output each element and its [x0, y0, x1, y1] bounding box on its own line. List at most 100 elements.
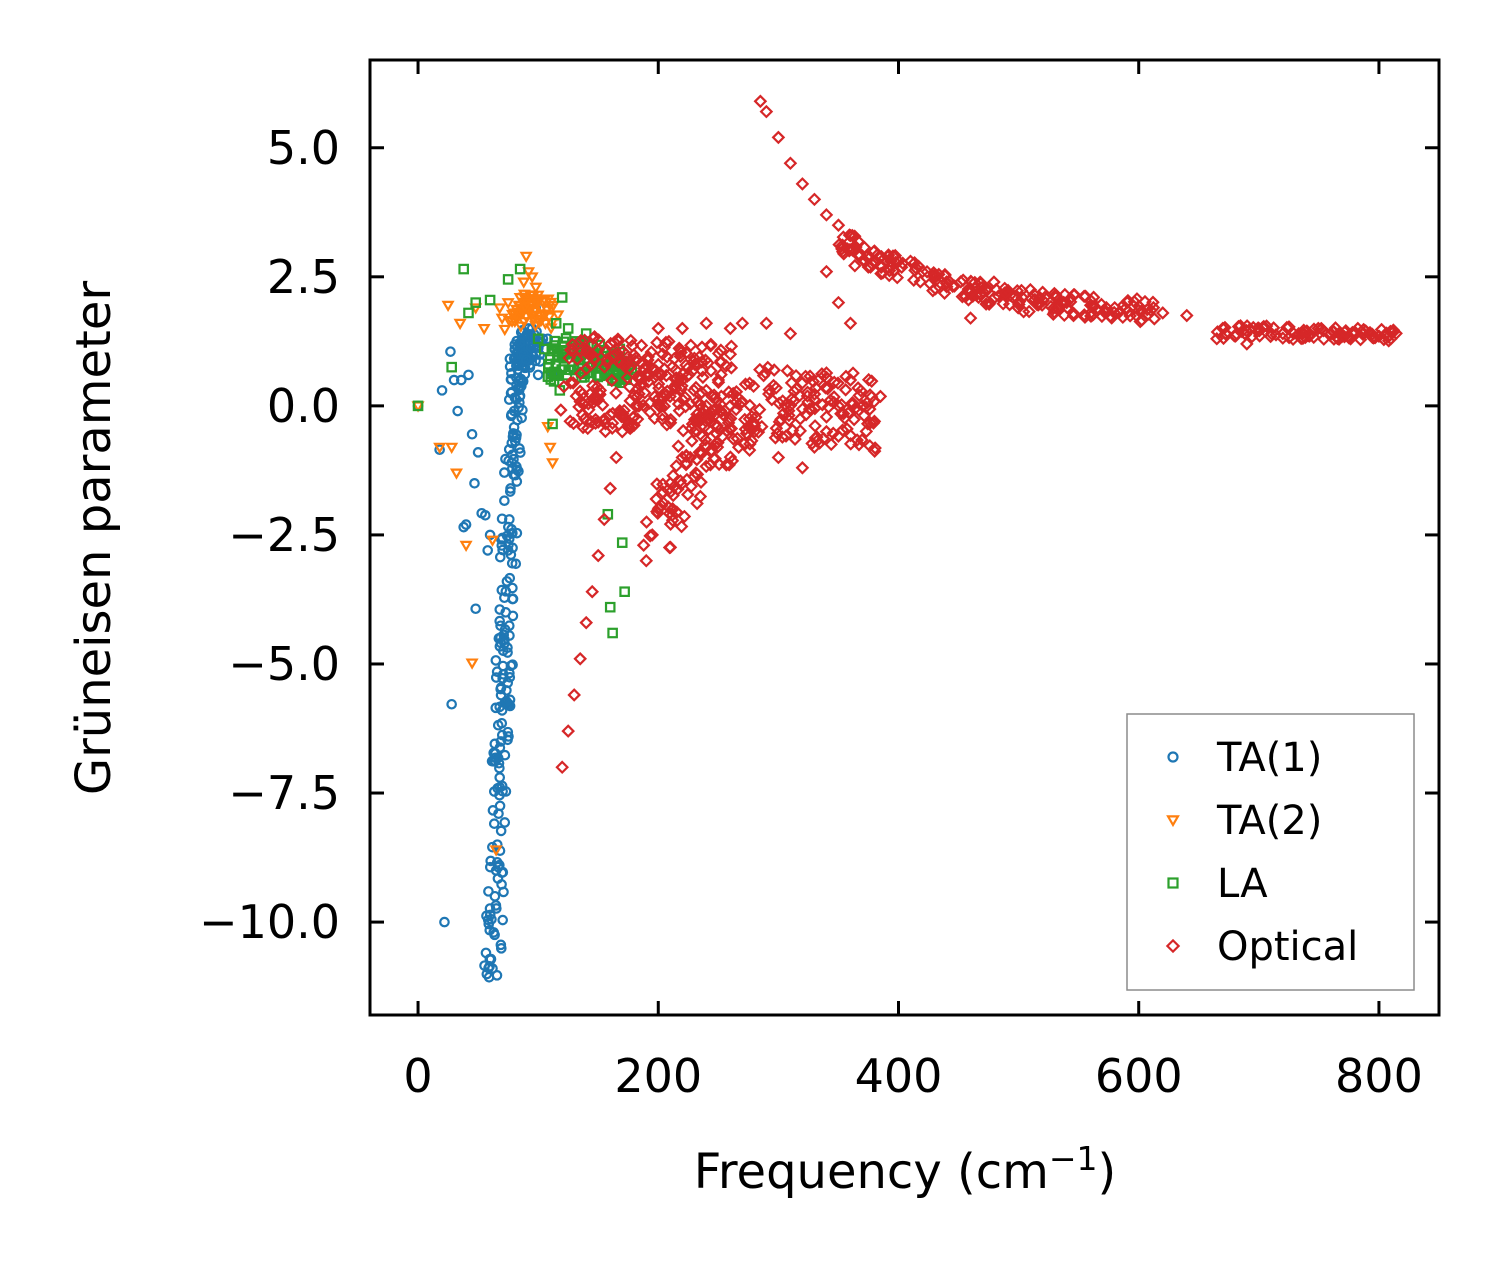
data-point: [574, 333, 588, 348]
data-point: [569, 389, 584, 403]
data-point: [490, 865, 502, 876]
data-point: [996, 296, 1010, 311]
legend-marker: [1166, 815, 1180, 828]
data-point: [560, 333, 572, 344]
data-point: [551, 310, 565, 322]
data-point: [511, 476, 523, 487]
legend-frame: [1126, 713, 1415, 991]
data-point: [824, 437, 839, 452]
y-tick-label: −10.0: [199, 895, 340, 949]
data-point: [507, 527, 518, 539]
data-point: [626, 410, 641, 425]
axis-ticks: 0 200 400 600 800 5.0 2.5 0.0 −2.5 −5.0 −7.5 −10.0: [199, 60, 1439, 1103]
data-point: [671, 439, 686, 453]
data-point: [654, 399, 668, 414]
data-point: [657, 399, 672, 414]
data-point: [1147, 312, 1162, 326]
data-point: [543, 442, 557, 454]
data-point: [660, 350, 674, 364]
data-point: [703, 457, 718, 472]
data-point: [495, 825, 507, 837]
data-point: [516, 377, 527, 388]
data-point: [511, 527, 523, 539]
data-point: [867, 244, 882, 258]
data-point: [633, 372, 648, 386]
legend-label: TA(2): [1216, 798, 1322, 844]
data-point: [573, 652, 588, 666]
data-point: [541, 294, 555, 306]
data-point: [482, 545, 494, 556]
data-point: [514, 321, 528, 333]
data-point: [759, 316, 774, 331]
data-point: [1131, 303, 1146, 318]
data-point: [501, 298, 515, 310]
data-point: [1324, 326, 1338, 341]
data-point: [663, 412, 678, 427]
data-point: [696, 370, 710, 385]
data-point: [651, 357, 666, 372]
data-point: [555, 760, 569, 775]
data-point: [687, 424, 702, 439]
series-ta-1: [412, 302, 558, 983]
data-point: [573, 366, 588, 381]
data-point: [499, 467, 510, 478]
data-point: [843, 228, 858, 243]
data-point: [753, 94, 768, 109]
data-point: [477, 323, 491, 336]
data-point: [721, 385, 736, 399]
x-axis-label: Frequency (cm−1): [694, 1139, 1117, 1200]
x-tick-label: 0: [403, 1049, 432, 1103]
data-point: [562, 351, 576, 365]
data-point: [748, 410, 763, 425]
data-point: [724, 361, 739, 375]
data-point: [1210, 325, 1225, 339]
legend-label: Optical: [1217, 924, 1358, 970]
legend-marker: [1165, 938, 1181, 954]
data-point: [1252, 321, 1266, 336]
data-point: [439, 916, 450, 928]
data-point: [505, 483, 516, 494]
data-point: [511, 379, 522, 391]
data-point: [859, 424, 874, 439]
data-point: [513, 292, 527, 305]
data-point: [496, 540, 508, 551]
data-point: [807, 192, 822, 207]
data-point: [766, 378, 781, 393]
data-point: [659, 335, 673, 350]
data-point: [1264, 327, 1279, 341]
data-point: [495, 939, 507, 951]
data-point: [1259, 319, 1274, 333]
data-point: [711, 373, 726, 387]
data-point: [557, 379, 571, 394]
data-point: [687, 351, 702, 366]
data-point: [492, 839, 503, 850]
data-point: [1083, 298, 1098, 313]
y-tick-label: 2.5: [267, 250, 340, 304]
data-point: [1348, 326, 1362, 341]
data-point: [459, 540, 473, 553]
data-point: [683, 338, 698, 353]
data-point: [873, 389, 888, 404]
data-point: [759, 104, 774, 119]
data-point: [484, 294, 496, 306]
y-tick-label: 5.0: [267, 121, 340, 175]
data-point: [523, 323, 534, 334]
data-point: [510, 558, 522, 570]
data-point: [501, 576, 513, 587]
data-point: [639, 553, 654, 568]
data-point: [713, 354, 728, 368]
data-point: [494, 782, 506, 793]
data-point: [963, 311, 978, 325]
data-point: [502, 315, 516, 328]
data-point: [458, 263, 469, 275]
data-point: [705, 390, 720, 404]
data-point: [735, 316, 750, 331]
data-point: [463, 369, 474, 381]
data-point: [455, 374, 467, 386]
data-point: [514, 263, 526, 275]
data-point: [636, 361, 651, 376]
data-point: [611, 375, 622, 387]
x-tick-label: 800: [1335, 1049, 1423, 1103]
data-point: [710, 440, 725, 454]
